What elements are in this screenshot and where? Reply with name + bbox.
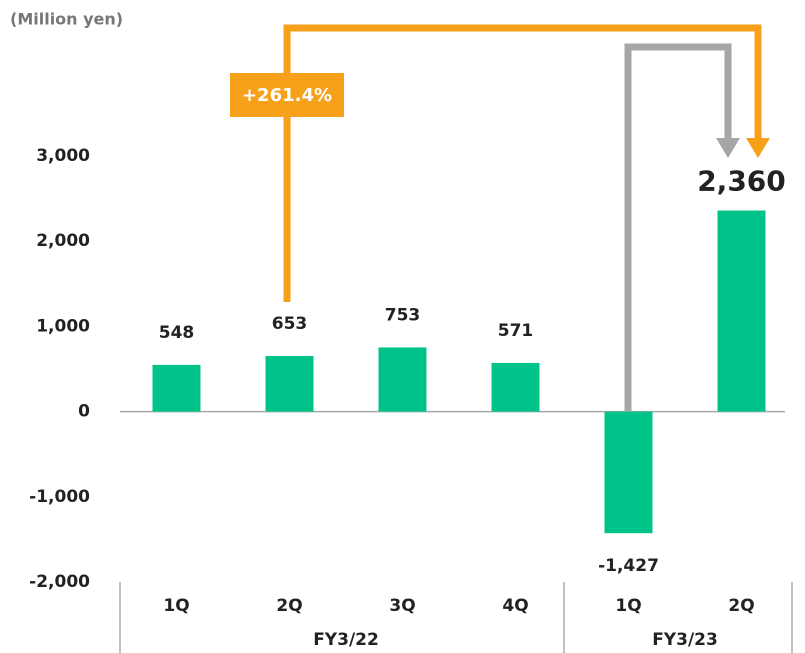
bar — [604, 411, 653, 534]
annotation-box — [230, 73, 344, 117]
arrow — [624, 43, 732, 412]
x-tick-label: 2Q — [728, 596, 754, 616]
x-tick-label: 2Q — [276, 596, 302, 616]
value-label: -1,427 — [598, 556, 659, 576]
x-tick-label: 1Q — [163, 596, 189, 616]
value-label: 753 — [385, 305, 421, 325]
bar — [491, 362, 540, 412]
x-tick-label: 4Q — [502, 596, 528, 616]
y-tick-label: 3,000 — [36, 146, 90, 166]
arrow — [283, 24, 762, 302]
x-tick-label: 3Q — [389, 596, 415, 616]
group-label: FY3/22 — [313, 630, 379, 650]
value-label: 653 — [272, 314, 308, 334]
bar — [717, 210, 766, 412]
y-tick-label: 0 — [78, 402, 90, 422]
y-tick-label: -2,000 — [29, 572, 90, 592]
bar — [265, 355, 314, 412]
bar — [152, 364, 201, 412]
y-tick-label: 1,000 — [36, 316, 90, 336]
group-label: FY3/23 — [652, 630, 718, 650]
value-label: 548 — [159, 323, 195, 343]
arrowhead — [716, 138, 740, 158]
y-tick-label: -1,000 — [29, 487, 90, 507]
value-label: 2,360 — [697, 165, 786, 198]
value-label: 571 — [498, 321, 534, 341]
x-tick-label: 1Q — [615, 596, 641, 616]
y-axis-label: (Million yen) — [10, 10, 123, 29]
bar — [378, 347, 427, 412]
annotation: +261.4% — [242, 85, 332, 106]
y-tick-label: 2,000 — [36, 231, 90, 251]
arrowhead — [746, 138, 770, 158]
